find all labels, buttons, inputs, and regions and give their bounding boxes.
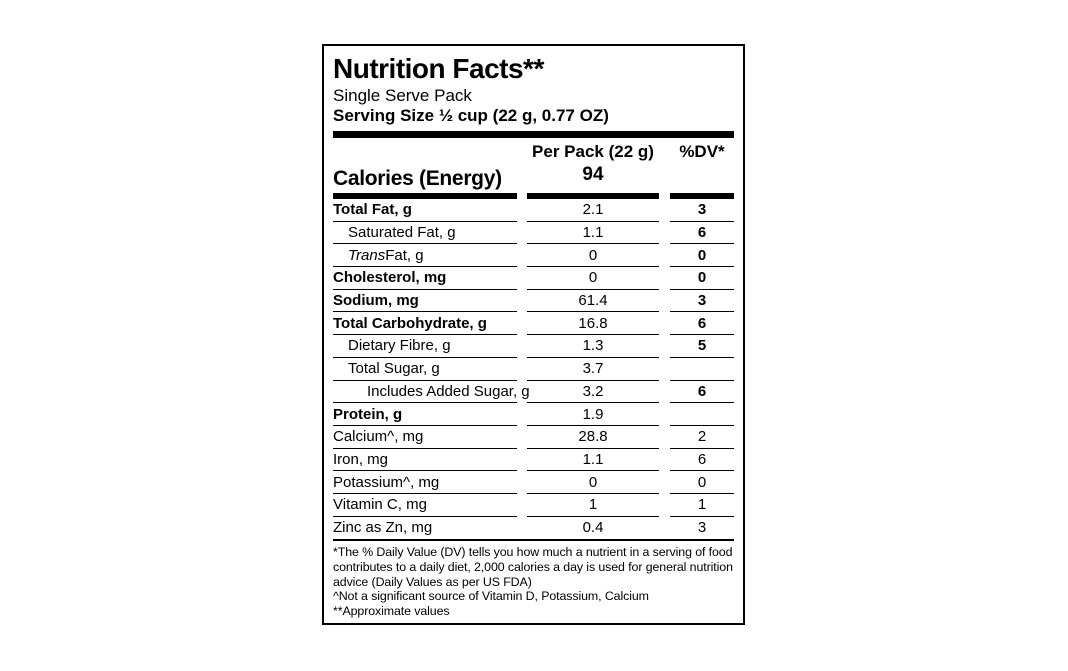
nutrient-dv: 0 (670, 267, 734, 290)
nutrient-dv: 5 (670, 335, 734, 358)
footnote-not-significant: ^Not a significant source of Vitamin D, … (333, 589, 649, 604)
nutrient-name-text: Potassium^, mg (333, 473, 440, 491)
table-row: Total Fat, g 2.1 3 (333, 199, 734, 222)
nutrient-name-text: Dietary Fibre, g (348, 337, 451, 355)
table-row: Potassium^, mg 0 0 (333, 471, 734, 494)
nutrient-name: Zinc as Zn, mg (333, 517, 517, 540)
nutrient-amount: 1.9 (527, 403, 659, 426)
table-row: Dietary Fibre, g 1.3 5 (333, 335, 734, 358)
nutrient-amount: 1.3 (527, 335, 659, 358)
table-row: Saturated Fat, g 1.1 6 (333, 222, 734, 245)
nutrient-amount: 0 (527, 471, 659, 494)
divider-bar-bottom (333, 539, 734, 542)
nutrient-amount: 28.8 (527, 426, 659, 449)
nutrient-name: Iron, mg (333, 449, 517, 472)
table-row: Total Sugar, g 3.7 (333, 358, 734, 381)
table-header: Calories (Energy) Per Pack (22 g) 94 %DV… (333, 141, 734, 193)
table-row: Cholesterol, mg 0 0 (333, 267, 734, 290)
nutrient-name: Saturated Fat, g (333, 222, 517, 245)
nutrient-dv: 6 (670, 381, 734, 404)
table-row: Includes Added Sugar, g 3.2 6 (333, 381, 734, 404)
nutrient-dv: 1 (670, 494, 734, 517)
nutrient-name-text: Zinc as Zn, mg (333, 519, 433, 537)
nutrient-name: Includes Added Sugar, g (333, 381, 530, 404)
table-row: Trans Fat, g 0 0 (333, 244, 734, 268)
nutrient-name-text: Includes Added Sugar, g (367, 382, 530, 400)
nutrient-name-italic: Trans (348, 246, 386, 264)
per-pack-header: Per Pack (22 g) (532, 142, 654, 161)
table-row: Vitamin C, mg 1 1 (333, 494, 734, 517)
nutrient-name-text: Fat, g (385, 246, 424, 264)
amount-column-header: Per Pack (22 g) 94 (527, 141, 659, 193)
nutrient-name: Calcium^, mg (333, 426, 517, 449)
nutrient-dv (670, 358, 734, 381)
nutrient-name: Total Sugar, g (333, 358, 517, 381)
table-row: Iron, mg 1.1 6 (333, 449, 734, 472)
nutrient-dv: 2 (670, 426, 734, 449)
nutrient-dv: 6 (670, 222, 734, 245)
divider-bar-dv-col (670, 193, 734, 199)
nutrient-name: Total Fat, g (333, 199, 517, 222)
nutrition-facts-title: Nutrition Facts** (333, 53, 544, 84)
nutrient-name-text: Total Sugar, g (348, 360, 440, 378)
divider-bar-top (333, 131, 734, 138)
nutrient-amount: 1.1 (527, 222, 659, 245)
footnote-daily-value: *The % Daily Value (DV) tells you how mu… (333, 545, 733, 589)
nutrient-name-text: Sodium, mg (333, 292, 419, 310)
nutrient-amount: 0 (527, 267, 659, 290)
table-row: Calcium^, mg 28.8 2 (333, 426, 734, 449)
divider-bar-label-col (333, 193, 517, 199)
nutrient-dv (670, 403, 734, 426)
divider-bar-amount-col (527, 193, 659, 199)
table-row: Sodium, mg 61.4 3 (333, 290, 734, 313)
table-row: Zinc as Zn, mg 0.4 3 (333, 517, 734, 540)
nutrient-name: Sodium, mg (333, 290, 517, 313)
pack-type: Single Serve Pack (333, 86, 472, 105)
nutrient-dv: 0 (670, 471, 734, 494)
nutrient-name-text: Calcium^, mg (333, 428, 424, 446)
nutrient-amount: 2.1 (527, 199, 659, 222)
nutrient-name: Cholesterol, mg (333, 267, 517, 290)
table-row: Protein, g 1.9 (333, 403, 734, 426)
nutrient-dv: 3 (670, 199, 734, 222)
nutrient-name-text: Vitamin C, mg (333, 496, 427, 514)
nutrient-dv: 3 (670, 290, 734, 313)
calories-value: 94 (582, 164, 604, 185)
label-content: Nutrition Facts** Single Serve Pack Serv… (324, 46, 743, 618)
nutrient-dv: 3 (697, 519, 707, 537)
nutrient-dv: 6 (670, 312, 734, 336)
table-row: Total Carbohydrate, g 16.8 6 (333, 312, 734, 336)
calories-label: Calories (Energy) (333, 167, 502, 190)
nutrient-amount: 0.4 (582, 519, 604, 537)
column-divider-bars (333, 193, 734, 199)
nutrient-name: Vitamin C, mg (333, 494, 517, 517)
dv-column-header: %DV* (679, 142, 725, 161)
nutrient-dv: 0 (670, 244, 734, 268)
nutrient-name-text: Iron, mg (333, 450, 389, 468)
nutrient-amount: 3.7 (527, 358, 659, 381)
nutrient-rows: Total Fat, g 2.1 3 Saturated Fat, g 1.1 … (333, 199, 734, 539)
footnotes: *The % Daily Value (DV) tells you how mu… (333, 545, 734, 618)
nutrient-amount: 1 (527, 494, 659, 517)
nutrient-name-text: Cholesterol, mg (333, 269, 447, 287)
nutrient-name: Trans Fat, g (333, 244, 517, 268)
nutrient-amount: 61.4 (527, 290, 659, 313)
nutrient-name-text: Protein, g (333, 405, 403, 423)
serving-size: Serving Size ½ cup (22 g, 0.77 OZ) (333, 106, 609, 125)
footnote-approximate: **Approximate values (333, 603, 450, 618)
nutrient-name: Total Carbohydrate, g (333, 312, 517, 336)
nutrient-amount: 1.1 (527, 449, 659, 472)
nutrient-dv: 6 (670, 449, 734, 472)
nutrient-name: Dietary Fibre, g (333, 335, 517, 358)
nutrient-name-text: Total Fat, g (333, 201, 412, 219)
nutrition-facts-label: Nutrition Facts** Single Serve Pack Serv… (322, 44, 745, 625)
nutrient-amount: 0 (527, 244, 659, 268)
nutrient-amount: 16.8 (527, 312, 659, 336)
nutrient-amount: 3.2 (527, 381, 659, 404)
nutrient-name: Protein, g (333, 403, 517, 426)
nutrient-name: Potassium^, mg (333, 471, 517, 494)
nutrient-name-text: Total Carbohydrate, g (333, 314, 487, 332)
nutrient-name-text: Saturated Fat, g (348, 224, 456, 242)
